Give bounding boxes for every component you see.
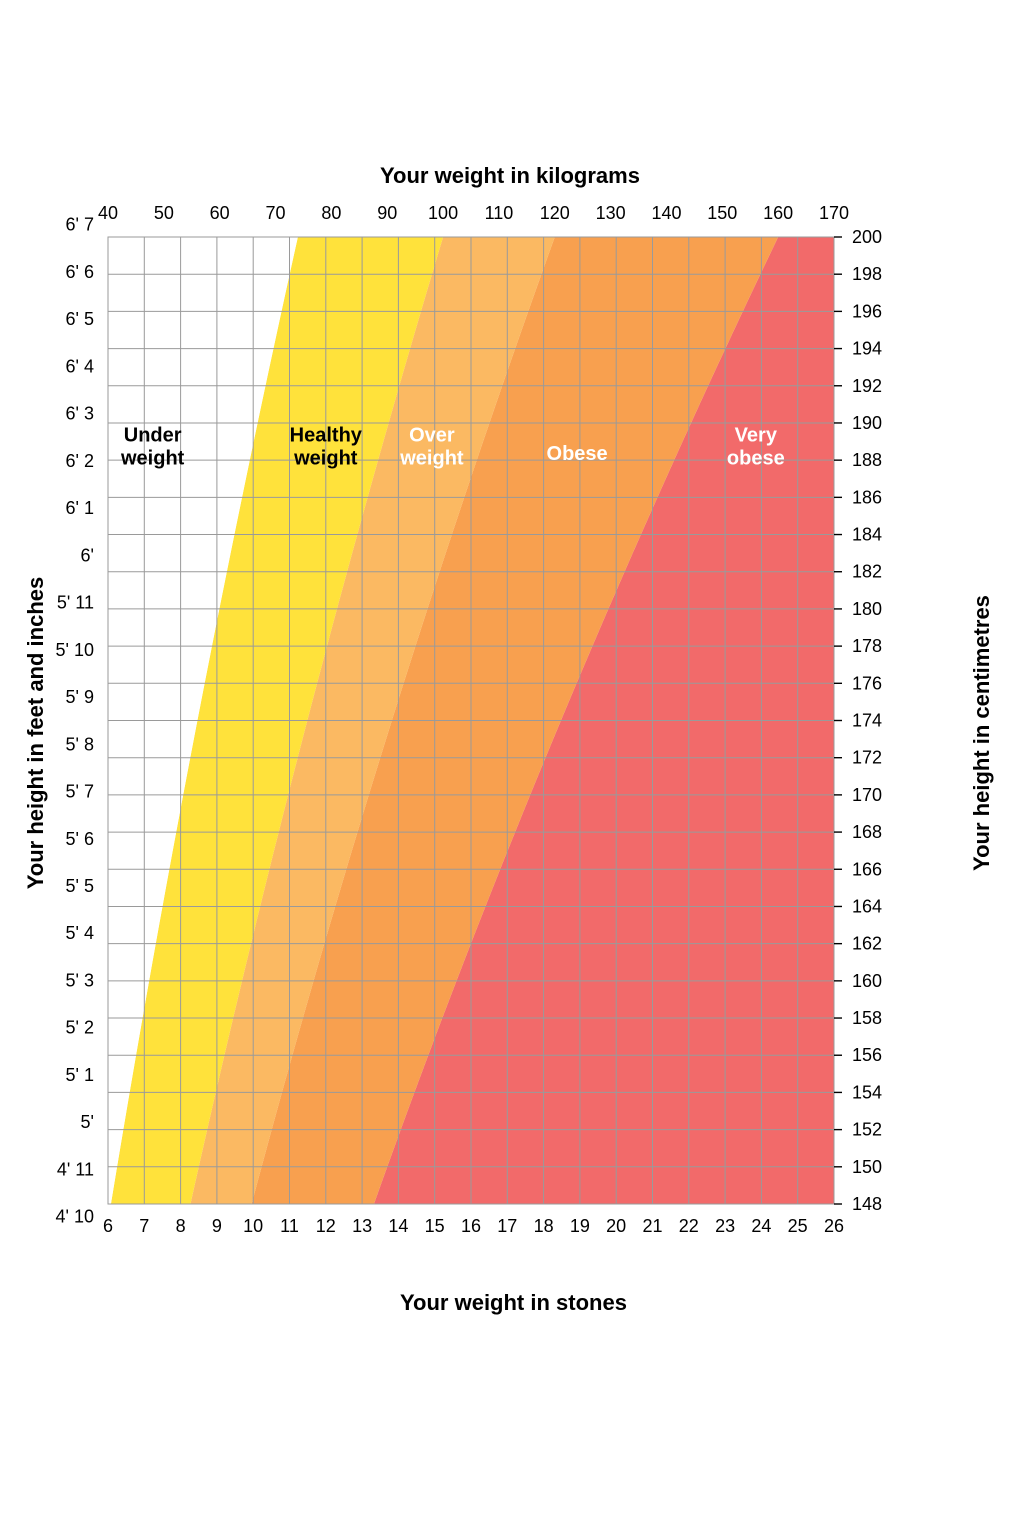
tick-kg: 130 <box>596 203 626 223</box>
tick-ftin: 5' 5 <box>66 876 94 896</box>
tick-cm: 156 <box>852 1045 882 1065</box>
tick-stone: 10 <box>243 1216 263 1236</box>
tick-cm: 168 <box>852 822 882 842</box>
tick-cm: 182 <box>852 562 882 582</box>
tick-ftin: 5' 6 <box>66 829 94 849</box>
tick-stone: 21 <box>642 1216 662 1236</box>
tick-ftin: 5' 11 <box>57 593 94 613</box>
tick-ftin: 4' 11 <box>57 1159 94 1179</box>
tick-kg: 120 <box>540 203 570 223</box>
region-label-over: Over <box>409 425 455 447</box>
tick-kg: 170 <box>819 203 849 223</box>
tick-stone: 7 <box>139 1216 149 1236</box>
tick-cm: 184 <box>852 525 882 545</box>
tick-cm: 154 <box>852 1082 882 1102</box>
region-label-healthy: Healthy <box>290 425 363 447</box>
region-label-obese: Obese <box>547 443 608 465</box>
tick-ftin: 5' 2 <box>66 1018 94 1038</box>
tick-stone: 8 <box>176 1216 186 1236</box>
tick-cm: 186 <box>852 487 882 507</box>
tick-kg: 140 <box>651 203 681 223</box>
tick-ftin: 6' 1 <box>66 498 94 518</box>
tick-cm: 160 <box>852 971 882 991</box>
region-label-under: Under <box>124 425 182 447</box>
tick-cm: 174 <box>852 711 882 731</box>
tick-kg: 110 <box>485 203 514 223</box>
tick-kg: 40 <box>98 203 118 223</box>
tick-cm: 178 <box>852 636 882 656</box>
tick-stone: 12 <box>316 1216 336 1236</box>
region-label-healthy: weight <box>293 448 358 470</box>
tick-ftin: 6' 2 <box>66 451 94 471</box>
tick-ftin: 6' 5 <box>66 309 94 329</box>
tick-cm: 176 <box>852 673 882 693</box>
tick-cm: 192 <box>852 376 882 396</box>
tick-cm: 172 <box>852 748 882 768</box>
bmi-chart-page: { "chart": { "type": "bmi-region-chart",… <box>0 0 1019 1528</box>
region-label-very: obese <box>727 448 785 470</box>
tick-stone: 25 <box>788 1216 808 1236</box>
tick-ftin: 6' 3 <box>66 404 94 424</box>
tick-ftin: 5' 1 <box>66 1065 94 1085</box>
tick-cm: 198 <box>852 264 882 284</box>
tick-stone: 19 <box>570 1216 590 1236</box>
region-label-over: weight <box>399 448 464 470</box>
tick-kg: 80 <box>321 203 341 223</box>
grid <box>108 237 834 1204</box>
tick-kg: 50 <box>154 203 174 223</box>
tick-stone: 13 <box>352 1216 372 1236</box>
tick-cm: 188 <box>852 450 882 470</box>
tick-cm: 148 <box>852 1194 882 1214</box>
tick-kg: 70 <box>266 203 286 223</box>
tick-ftin: 6' 7 <box>66 215 94 235</box>
tick-stone: 15 <box>425 1216 445 1236</box>
tick-stone: 6 <box>103 1216 113 1236</box>
tick-cm: 194 <box>852 339 882 359</box>
tick-cm: 164 <box>852 896 882 916</box>
tick-cm: 196 <box>852 301 882 321</box>
tick-ftin: 5' 7 <box>66 782 94 802</box>
tick-stone: 22 <box>679 1216 699 1236</box>
tick-stone: 11 <box>280 1216 299 1236</box>
tick-cm: 200 <box>852 227 882 247</box>
tick-kg: 160 <box>763 203 793 223</box>
tick-stone: 14 <box>388 1216 408 1236</box>
tick-stone: 17 <box>497 1216 517 1236</box>
tick-stone: 20 <box>606 1216 626 1236</box>
tick-stone: 26 <box>824 1216 844 1236</box>
tick-ftin: 6' 4 <box>66 356 94 376</box>
bmi-plot: 40 50 60 70 80 90 100 110 120 130 140 150 160 170 6 7 8 9… <box>0 0 1019 1528</box>
region-label-very: Very <box>735 425 778 447</box>
tick-cm: 166 <box>852 859 882 879</box>
tick-kg: 60 <box>210 203 230 223</box>
tick-kg: 100 <box>428 203 458 223</box>
tick-stone: 23 <box>715 1216 735 1236</box>
tick-kg: 90 <box>377 203 397 223</box>
tick-ftin: 5' 10 <box>56 640 94 660</box>
tick-cm: 162 <box>852 934 882 954</box>
tick-ftin: 5' <box>81 1112 94 1132</box>
tick-ftin: 6' <box>81 545 94 565</box>
tick-cm: 170 <box>852 785 882 805</box>
tick-ftin: 5' 4 <box>66 923 94 943</box>
tick-cm: 180 <box>852 599 882 619</box>
tick-ftin: 4' 10 <box>56 1207 94 1227</box>
tick-kg: 150 <box>707 203 737 223</box>
tick-cm: 150 <box>852 1157 882 1177</box>
tick-cm: 152 <box>852 1120 882 1140</box>
tick-ftin: 5' 9 <box>66 687 94 707</box>
tick-cm: 190 <box>852 413 882 433</box>
tick-stone: 16 <box>461 1216 481 1236</box>
tick-ftin: 5' 8 <box>66 734 94 754</box>
tick-ftin: 6' 6 <box>66 262 94 282</box>
tick-stone: 9 <box>212 1216 222 1236</box>
tick-cm: 158 <box>852 1008 882 1028</box>
tick-stone: 18 <box>534 1216 554 1236</box>
tick-stone: 24 <box>751 1216 771 1236</box>
tick-ftin: 5' 3 <box>66 970 94 990</box>
region-label-under: weight <box>120 448 185 470</box>
